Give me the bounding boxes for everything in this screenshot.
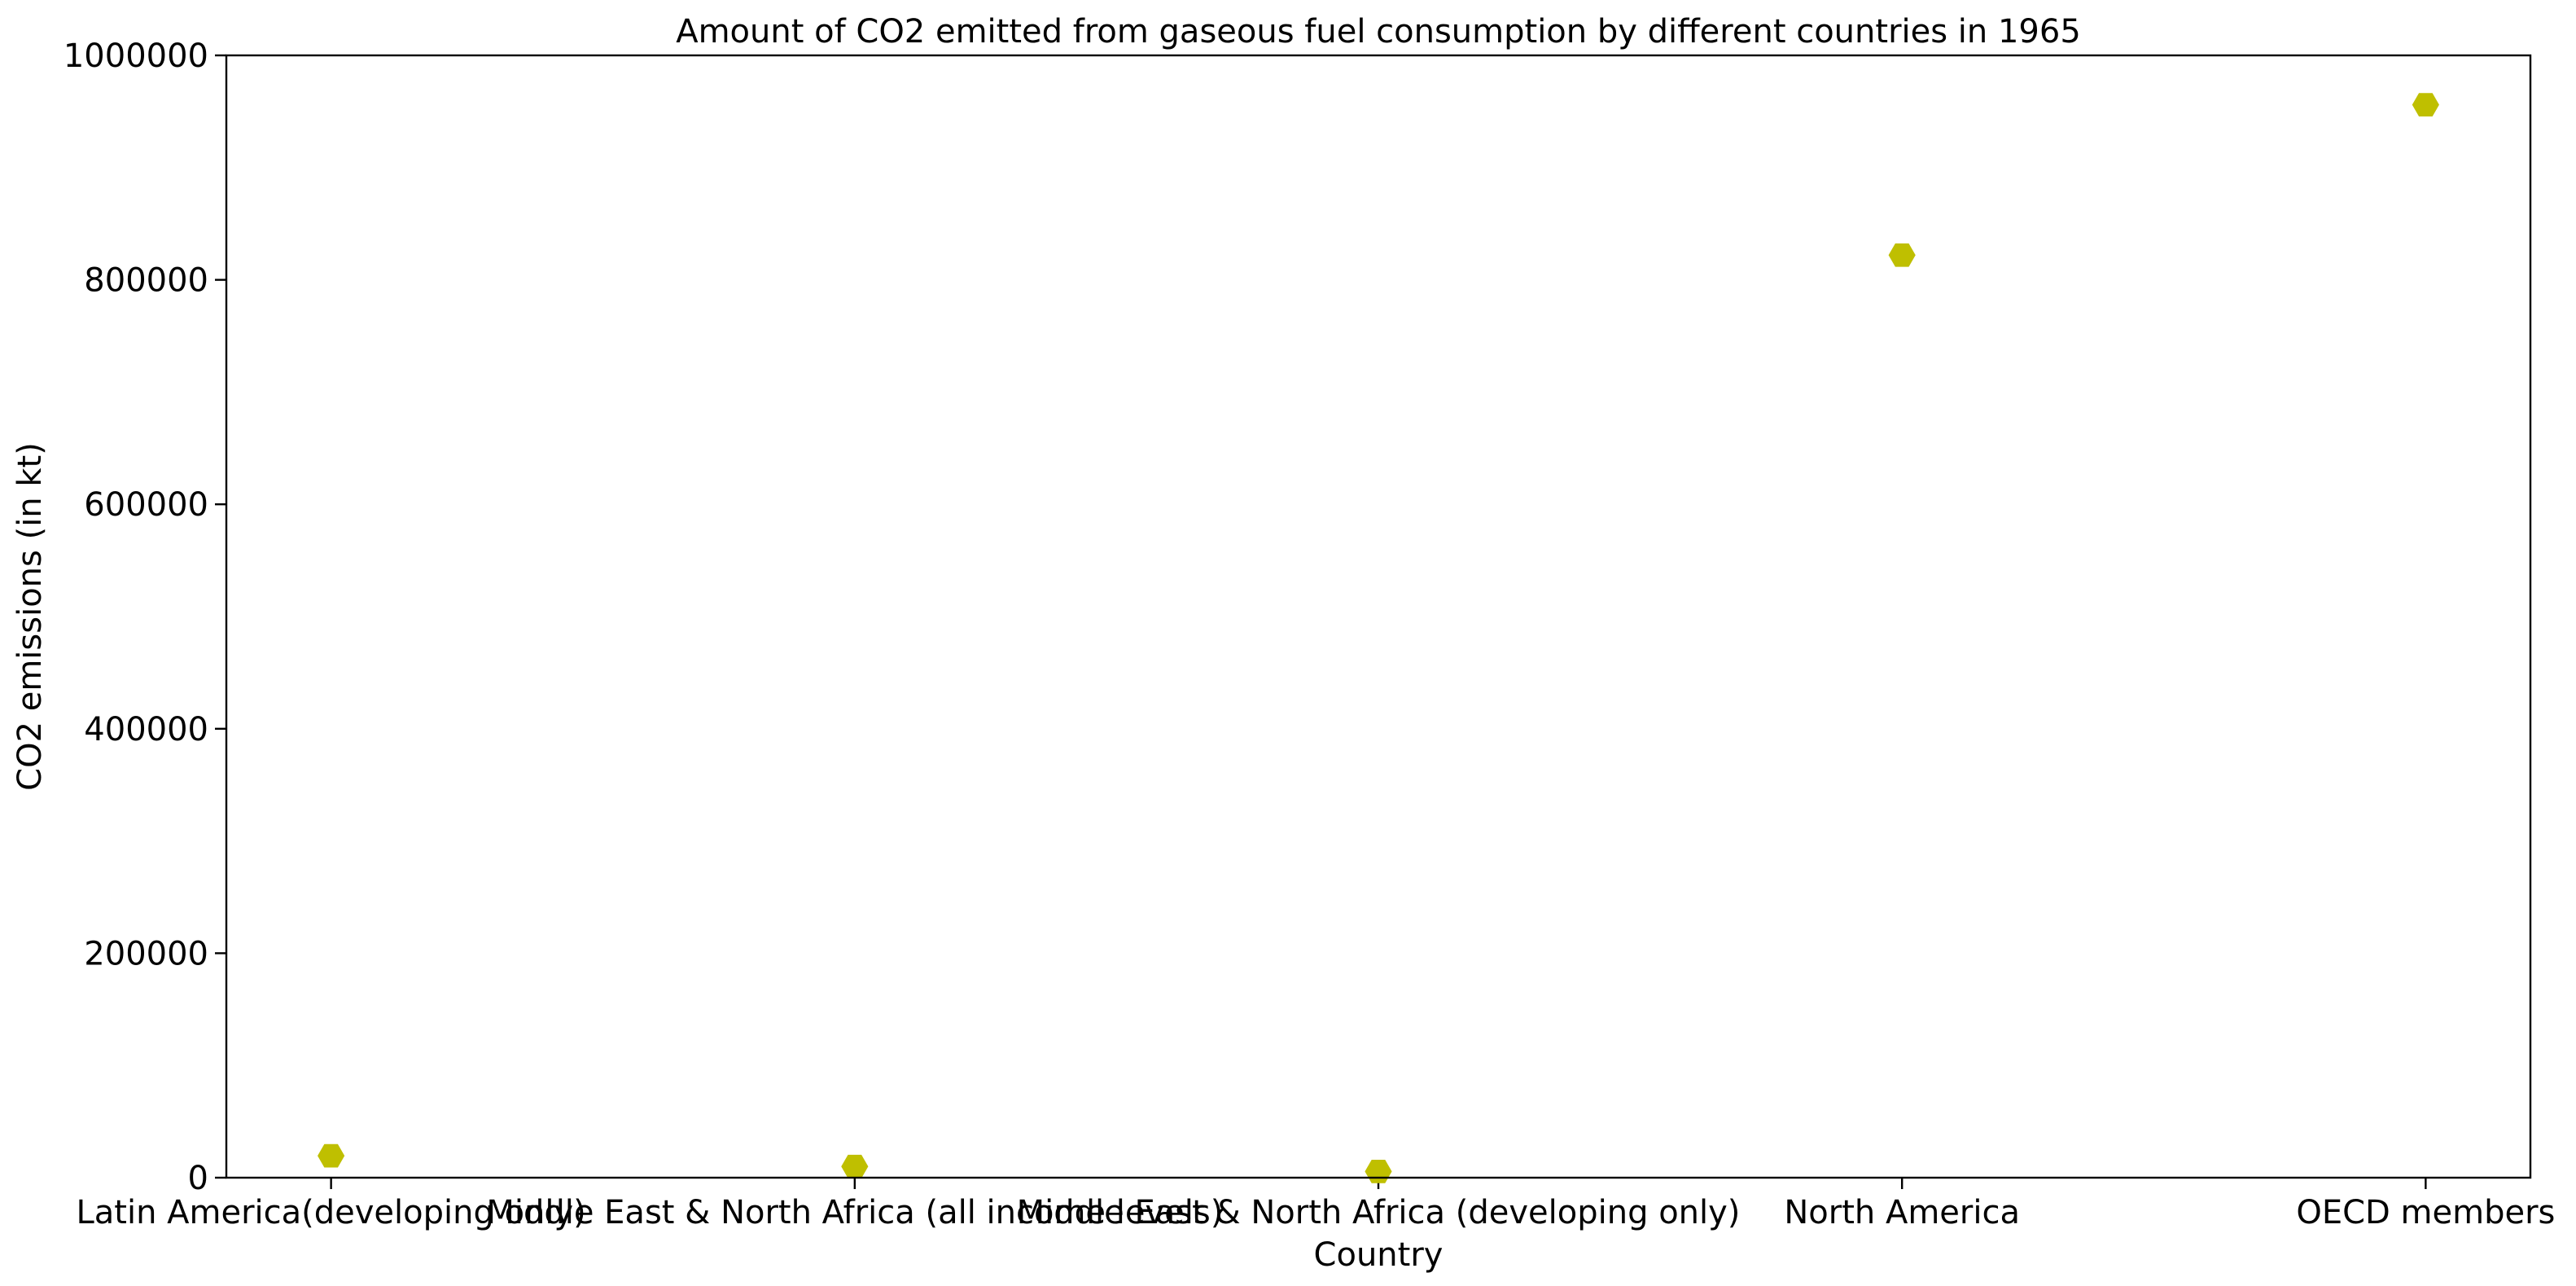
y-tick-label: 0 (188, 1160, 208, 1197)
y-tick-label: 400000 (84, 711, 208, 748)
x-tick-label: Latin America(developing only) (76, 1194, 585, 1231)
data-point (2412, 93, 2439, 116)
x-tick-label: Middle East & North Africa (all income l… (486, 1194, 1223, 1231)
y-tick-label: 1000000 (64, 37, 208, 75)
y-axis-label: CO2 emissions (in kt) (11, 442, 49, 791)
y-tick-label: 800000 (84, 262, 208, 300)
y-tick-label: 600000 (84, 486, 208, 524)
y-axis-ticks: 0 200000 400000 600000 800000 1000000 (64, 37, 226, 1197)
x-axis-ticks: Latin America(developing only)Middle Eas… (76, 1178, 2555, 1231)
x-axis-label: Country (1314, 1236, 1444, 1274)
chart-title: Amount of CO2 emitted from gaseous fuel … (676, 13, 2081, 50)
x-tick-label: Middle East & North Africa (developing o… (1017, 1194, 1741, 1231)
plot-area-frame (225, 54, 2532, 1179)
x-tick-label: North America (1784, 1194, 2020, 1231)
data-point (1888, 243, 1916, 267)
y-tick-label: 200000 (84, 935, 208, 972)
x-tick-label: OECD members (2296, 1194, 2555, 1231)
data-point (318, 1143, 345, 1168)
